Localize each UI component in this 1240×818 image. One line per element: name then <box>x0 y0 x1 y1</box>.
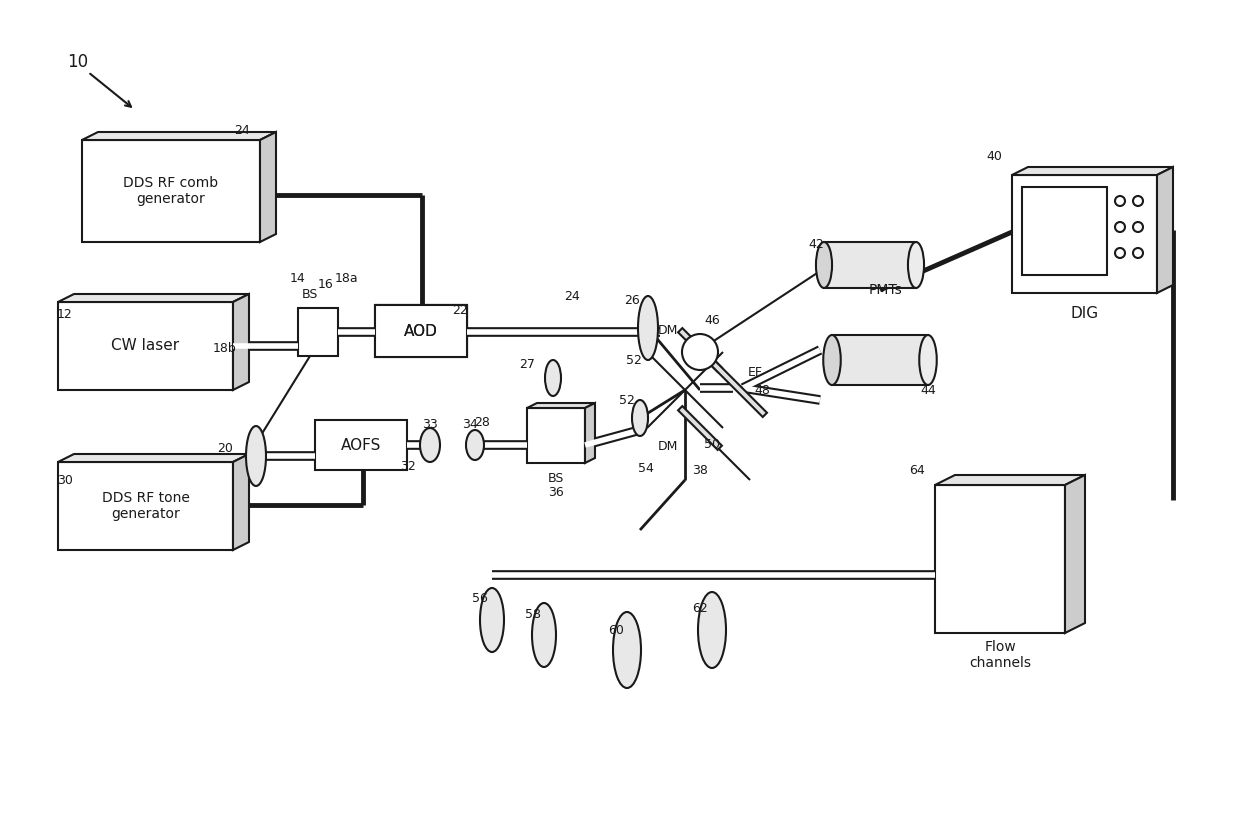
Text: 36: 36 <box>548 487 564 500</box>
Ellipse shape <box>639 296 658 360</box>
Text: DM: DM <box>657 323 678 336</box>
Polygon shape <box>298 308 339 356</box>
Text: 33: 33 <box>422 419 438 432</box>
Polygon shape <box>832 335 928 385</box>
Polygon shape <box>1022 187 1107 275</box>
Text: AOFS: AOFS <box>341 438 381 452</box>
Circle shape <box>682 334 718 370</box>
Text: DDS RF comb
generator: DDS RF comb generator <box>124 176 218 206</box>
Text: 22: 22 <box>453 303 467 317</box>
Text: 48: 48 <box>754 384 770 397</box>
Polygon shape <box>58 294 249 302</box>
Text: BS: BS <box>548 471 564 484</box>
Polygon shape <box>233 454 249 550</box>
Polygon shape <box>58 302 233 390</box>
Text: 16: 16 <box>319 277 334 290</box>
Polygon shape <box>1065 475 1085 633</box>
Text: 64: 64 <box>909 464 925 477</box>
Polygon shape <box>585 403 595 463</box>
Ellipse shape <box>919 335 936 385</box>
Text: 18a: 18a <box>335 272 358 285</box>
Ellipse shape <box>246 426 267 486</box>
Ellipse shape <box>466 430 484 460</box>
Text: 46: 46 <box>704 313 720 326</box>
Ellipse shape <box>823 335 841 385</box>
Polygon shape <box>58 462 233 550</box>
Text: 52: 52 <box>619 393 635 407</box>
Polygon shape <box>935 485 1065 633</box>
Text: 26: 26 <box>624 294 640 307</box>
Ellipse shape <box>480 588 503 652</box>
Text: 40: 40 <box>986 151 1002 164</box>
Polygon shape <box>1012 175 1157 293</box>
Text: 32: 32 <box>401 461 415 474</box>
Circle shape <box>1115 248 1125 258</box>
Polygon shape <box>82 132 277 140</box>
Ellipse shape <box>546 360 560 396</box>
Text: 44: 44 <box>920 384 936 397</box>
Ellipse shape <box>908 242 924 288</box>
Polygon shape <box>374 305 467 357</box>
Polygon shape <box>527 408 585 463</box>
Polygon shape <box>260 132 277 242</box>
Polygon shape <box>709 359 768 417</box>
Circle shape <box>1133 222 1143 232</box>
Text: 52: 52 <box>626 353 642 366</box>
Text: 58: 58 <box>525 608 541 621</box>
Polygon shape <box>935 475 1085 485</box>
Text: 38: 38 <box>692 464 708 477</box>
Ellipse shape <box>420 428 440 462</box>
Text: 34: 34 <box>463 419 477 432</box>
Text: Flow
channels: Flow channels <box>968 640 1030 670</box>
Ellipse shape <box>532 603 556 667</box>
Text: 18b: 18b <box>213 341 237 354</box>
Text: 10: 10 <box>67 53 88 71</box>
Text: DM: DM <box>657 441 678 453</box>
Text: PMTs: PMTs <box>868 283 901 297</box>
Text: DIG: DIG <box>1070 305 1099 321</box>
Text: AOD: AOD <box>404 323 438 339</box>
Polygon shape <box>374 305 467 357</box>
Text: 14: 14 <box>290 272 306 285</box>
Polygon shape <box>678 328 722 372</box>
Circle shape <box>1133 196 1143 206</box>
Ellipse shape <box>816 242 832 288</box>
Text: 56: 56 <box>472 591 487 605</box>
Text: 62: 62 <box>692 601 708 614</box>
Text: 20: 20 <box>217 442 233 455</box>
Text: 54: 54 <box>639 461 653 474</box>
Text: AOD: AOD <box>404 323 438 339</box>
Text: 28: 28 <box>474 416 490 429</box>
Text: CW laser: CW laser <box>112 339 180 353</box>
Polygon shape <box>1012 167 1173 175</box>
Text: 42: 42 <box>808 239 823 251</box>
Circle shape <box>1115 222 1125 232</box>
Text: 24: 24 <box>564 290 580 303</box>
Text: BS: BS <box>301 287 319 300</box>
Polygon shape <box>825 242 916 288</box>
Text: 24: 24 <box>234 124 250 137</box>
Text: 12: 12 <box>57 308 73 321</box>
Polygon shape <box>1157 167 1173 293</box>
Ellipse shape <box>698 592 725 668</box>
Text: EF: EF <box>748 366 763 379</box>
Polygon shape <box>678 406 722 450</box>
Circle shape <box>1133 248 1143 258</box>
Polygon shape <box>82 140 260 242</box>
Polygon shape <box>58 454 249 462</box>
Text: 50: 50 <box>704 438 720 452</box>
Text: 30: 30 <box>57 474 73 487</box>
Text: 60: 60 <box>608 623 624 636</box>
Text: 27: 27 <box>520 358 534 371</box>
Polygon shape <box>315 420 407 470</box>
Circle shape <box>1115 196 1125 206</box>
Polygon shape <box>233 294 249 390</box>
Ellipse shape <box>613 612 641 688</box>
Ellipse shape <box>632 400 649 436</box>
Text: DDS RF tone
generator: DDS RF tone generator <box>102 491 190 521</box>
Polygon shape <box>527 403 595 408</box>
